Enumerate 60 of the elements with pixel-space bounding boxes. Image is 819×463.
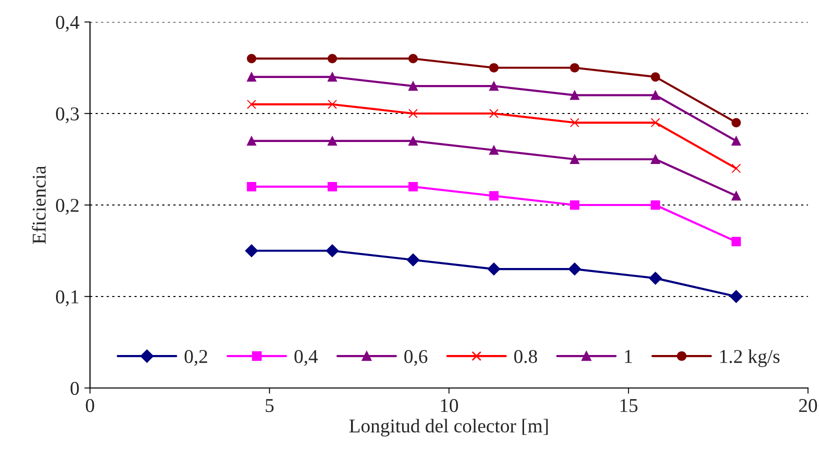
point <box>570 118 580 128</box>
point <box>649 272 662 285</box>
x-tick-label: 20 <box>799 398 817 412</box>
point <box>650 154 660 164</box>
point <box>487 262 500 276</box>
point <box>732 118 741 128</box>
point <box>245 244 258 258</box>
y-tick-label: 0,1 <box>56 290 78 306</box>
point <box>732 191 741 201</box>
point <box>246 136 256 146</box>
point <box>489 191 499 201</box>
point <box>570 90 580 100</box>
point <box>489 145 499 155</box>
point <box>328 100 338 110</box>
point <box>408 136 418 146</box>
point <box>650 118 660 128</box>
x-tick-label: 5 <box>266 399 274 412</box>
point <box>732 236 741 246</box>
point <box>732 136 741 146</box>
x-tick-label: 15 <box>620 399 638 412</box>
point <box>328 54 338 64</box>
point <box>570 154 580 164</box>
point <box>408 108 418 118</box>
y-tick-label: 0,3 <box>56 107 79 124</box>
point <box>328 182 338 192</box>
point <box>650 200 660 210</box>
point <box>489 81 499 91</box>
legend-label: 0,4 <box>294 350 318 366</box>
point <box>406 253 420 266</box>
point <box>328 136 338 146</box>
x-tick-label: 10 <box>440 398 458 412</box>
y-axis-title: Eficiencia <box>32 166 46 244</box>
point <box>408 182 418 192</box>
point <box>246 182 256 192</box>
x-tick-label: 0 <box>86 398 94 412</box>
point <box>570 63 580 72</box>
point <box>326 244 339 258</box>
point <box>730 290 743 303</box>
point <box>408 54 418 64</box>
point <box>246 72 256 82</box>
legend-label: 0,2 <box>184 350 208 366</box>
point <box>246 100 256 110</box>
legend-label: 0.8 <box>514 350 538 364</box>
y-tick-label: 0 <box>70 382 79 395</box>
point <box>568 262 582 276</box>
point <box>408 81 418 91</box>
point <box>732 164 741 174</box>
point <box>650 72 660 82</box>
legend-label: 0,6 <box>404 350 428 366</box>
point <box>328 72 338 82</box>
point <box>570 200 580 210</box>
point <box>489 108 499 118</box>
legend-label: 1.2 kg/s <box>720 349 780 368</box>
point <box>650 90 660 100</box>
x-axis-title: Longitud del colector [m] <box>349 418 548 437</box>
y-tick-label: 0,2 <box>56 198 79 215</box>
y-tick-label: 0,4 <box>56 16 80 32</box>
point <box>246 54 256 64</box>
legend-label: 1 <box>625 350 632 363</box>
point <box>489 63 499 72</box>
